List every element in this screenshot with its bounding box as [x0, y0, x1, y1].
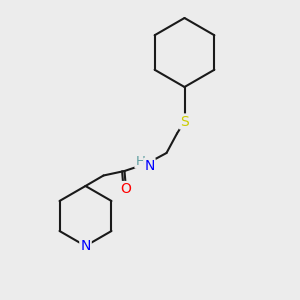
Text: O: O [121, 182, 131, 196]
Text: N: N [80, 239, 91, 253]
Text: H: H [136, 154, 145, 168]
Text: S: S [180, 115, 189, 128]
Text: N: N [144, 159, 154, 173]
